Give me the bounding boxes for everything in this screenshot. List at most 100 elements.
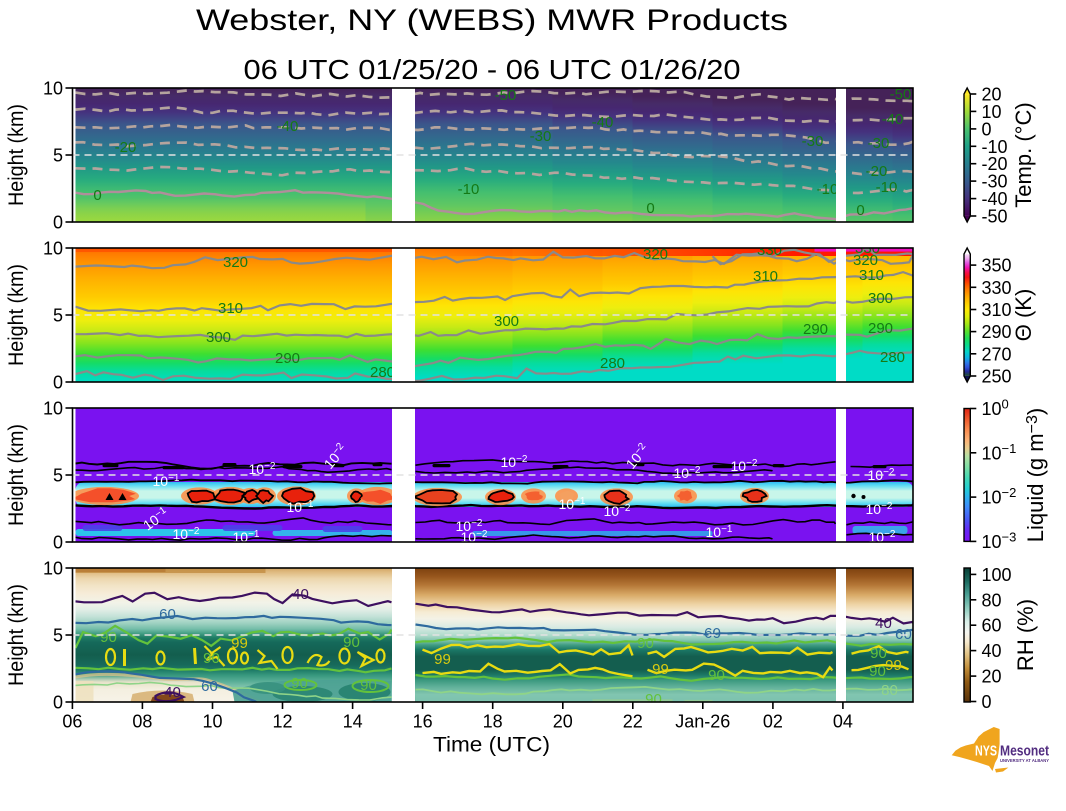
svg-text:310: 310 bbox=[218, 300, 243, 317]
svg-text:Height (km): Height (km) bbox=[5, 424, 28, 526]
svg-text:5: 5 bbox=[53, 626, 63, 646]
svg-text:320: 320 bbox=[643, 246, 668, 263]
svg-text:-10: -10 bbox=[982, 137, 1008, 157]
svg-text:10−2: 10−2 bbox=[982, 485, 1017, 508]
svg-text:-10: -10 bbox=[876, 179, 898, 196]
svg-text:290: 290 bbox=[982, 322, 1012, 342]
svg-text:-20: -20 bbox=[866, 163, 888, 180]
svg-text:90: 90 bbox=[343, 634, 360, 651]
svg-text:UNIVERSITY AT ALBANY: UNIVERSITY AT ALBANY bbox=[1000, 758, 1050, 764]
svg-text:90: 90 bbox=[869, 663, 886, 680]
svg-text:100: 100 bbox=[982, 397, 1009, 420]
svg-text:100: 100 bbox=[982, 565, 1012, 585]
svg-text:90: 90 bbox=[360, 677, 377, 694]
svg-text:350: 350 bbox=[982, 256, 1012, 276]
svg-text:20: 20 bbox=[982, 85, 1002, 105]
svg-text:Height (km): Height (km) bbox=[5, 264, 28, 366]
svg-text:-10: -10 bbox=[817, 181, 839, 198]
svg-text:Height (km): Height (km) bbox=[5, 104, 28, 206]
svg-text:90: 90 bbox=[870, 645, 887, 662]
svg-text:10−2: 10−2 bbox=[461, 529, 488, 545]
svg-text:Jan-26: Jan-26 bbox=[675, 711, 730, 731]
svg-text:60: 60 bbox=[159, 606, 176, 623]
svg-text:10−1: 10−1 bbox=[233, 529, 260, 545]
svg-text:10: 10 bbox=[982, 102, 1002, 122]
svg-text:40: 40 bbox=[875, 615, 892, 632]
svg-text:10: 10 bbox=[43, 239, 63, 259]
svg-text:-40: -40 bbox=[277, 118, 299, 135]
svg-text:90: 90 bbox=[291, 675, 308, 692]
svg-text:10: 10 bbox=[43, 559, 63, 579]
svg-text:300: 300 bbox=[868, 290, 893, 307]
svg-text:270: 270 bbox=[982, 344, 1012, 364]
svg-text:-30: -30 bbox=[802, 133, 824, 150]
svg-text:18: 18 bbox=[483, 711, 503, 731]
svg-text:90: 90 bbox=[708, 667, 725, 684]
svg-text:40: 40 bbox=[164, 684, 181, 701]
svg-text:-50: -50 bbox=[982, 207, 1008, 227]
svg-text:99: 99 bbox=[231, 635, 248, 652]
svg-text:0: 0 bbox=[93, 187, 101, 204]
svg-text:RH (%): RH (%) bbox=[1013, 599, 1038, 671]
svg-text:-20: -20 bbox=[982, 154, 1008, 174]
svg-text:10: 10 bbox=[43, 399, 63, 419]
svg-text:Θ (K): Θ (K) bbox=[1011, 289, 1036, 342]
svg-text:0: 0 bbox=[856, 202, 864, 219]
svg-text:Temp. (°C): Temp. (°C) bbox=[1011, 102, 1036, 207]
svg-text:0: 0 bbox=[53, 693, 63, 713]
svg-text:0: 0 bbox=[982, 692, 992, 712]
svg-text:310: 310 bbox=[753, 268, 778, 285]
svg-text:60: 60 bbox=[704, 625, 721, 642]
svg-text:310: 310 bbox=[982, 300, 1012, 320]
svg-text:99: 99 bbox=[434, 651, 451, 668]
svg-text:290: 290 bbox=[803, 321, 828, 338]
svg-text:320: 320 bbox=[223, 254, 248, 271]
svg-text:10−1: 10−1 bbox=[982, 441, 1017, 464]
svg-text:300: 300 bbox=[206, 329, 231, 346]
svg-text:0: 0 bbox=[53, 213, 63, 233]
svg-text:02: 02 bbox=[763, 711, 783, 731]
svg-text:12: 12 bbox=[272, 711, 292, 731]
svg-text:-30: -30 bbox=[868, 135, 890, 152]
svg-text:10: 10 bbox=[43, 79, 63, 99]
svg-text:290: 290 bbox=[868, 320, 893, 337]
svg-text:10−2: 10−2 bbox=[869, 529, 896, 545]
svg-text:-40: -40 bbox=[982, 189, 1008, 209]
svg-text:10−3: 10−3 bbox=[982, 529, 1017, 552]
svg-text:280: 280 bbox=[370, 364, 395, 381]
svg-text:-50: -50 bbox=[890, 86, 912, 103]
svg-text:0: 0 bbox=[646, 200, 654, 217]
svg-text:-50: -50 bbox=[495, 87, 517, 104]
svg-text:0: 0 bbox=[53, 373, 63, 393]
svg-text:290: 290 bbox=[275, 350, 300, 367]
svg-text:14: 14 bbox=[343, 711, 363, 731]
svg-text:330: 330 bbox=[757, 242, 782, 259]
svg-text:Height (km): Height (km) bbox=[5, 584, 28, 686]
svg-text:5: 5 bbox=[53, 466, 63, 486]
svg-text:NYS: NYS bbox=[975, 743, 997, 760]
svg-text:Webster, NY (WEBS) MWR Product: Webster, NY (WEBS) MWR Products bbox=[196, 4, 788, 37]
svg-text:-40: -40 bbox=[882, 111, 904, 128]
svg-text:330: 330 bbox=[855, 240, 880, 257]
svg-text:80: 80 bbox=[881, 682, 898, 699]
svg-text:-30: -30 bbox=[982, 172, 1008, 192]
svg-text:20: 20 bbox=[982, 667, 1002, 687]
svg-text:99: 99 bbox=[652, 661, 669, 678]
svg-text:320: 320 bbox=[853, 252, 878, 269]
svg-text:40: 40 bbox=[292, 586, 309, 603]
svg-text:Time (UTC): Time (UTC) bbox=[433, 733, 550, 757]
svg-text:20: 20 bbox=[553, 711, 573, 731]
svg-text:40: 40 bbox=[982, 641, 1002, 661]
svg-text:-20: -20 bbox=[115, 139, 137, 156]
svg-text:90: 90 bbox=[203, 650, 220, 667]
svg-text:90: 90 bbox=[645, 691, 662, 708]
svg-text:Mesonet: Mesonet bbox=[1000, 743, 1049, 760]
svg-text:Liquid (g m−3): Liquid (g m−3) bbox=[1023, 408, 1048, 542]
svg-text:300: 300 bbox=[494, 313, 519, 330]
svg-text:250: 250 bbox=[982, 367, 1012, 387]
svg-text:80: 80 bbox=[982, 590, 1002, 610]
svg-text:-10: -10 bbox=[458, 181, 480, 198]
svg-text:16: 16 bbox=[413, 711, 433, 731]
svg-text:-30: -30 bbox=[530, 128, 552, 145]
svg-text:90: 90 bbox=[100, 629, 117, 646]
